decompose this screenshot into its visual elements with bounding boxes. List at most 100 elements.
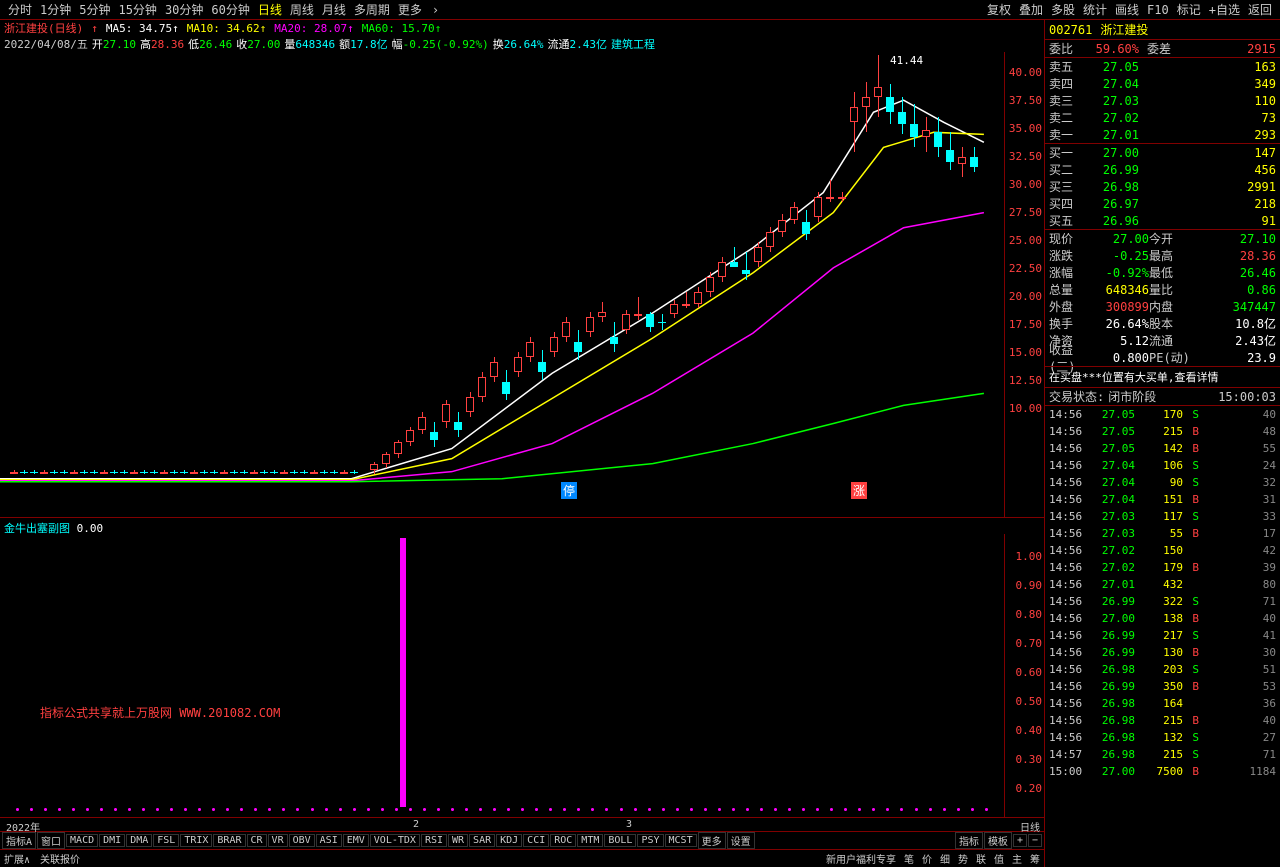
- bottom-button[interactable]: 主: [1012, 855, 1022, 866]
- tick-row: 14:5627.05142B55: [1045, 440, 1280, 457]
- toolbar-button[interactable]: 画线: [1111, 3, 1143, 17]
- timeframe-button[interactable]: 更多: [394, 3, 426, 17]
- bottom-button[interactable]: 值: [994, 855, 1004, 866]
- amount-field: 额17.8亿: [339, 36, 388, 52]
- stock-title[interactable]: 002761 浙江建投: [1045, 20, 1280, 40]
- indicator-button[interactable]: 窗口: [37, 832, 65, 849]
- indicator-button[interactable]: DMI: [99, 834, 125, 847]
- settings-button[interactable]: 设置: [727, 832, 755, 849]
- bottom-button[interactable]: 笔: [904, 855, 914, 866]
- summary-row: 涨跌-0.25最高28.36: [1045, 247, 1280, 264]
- toolbar-button[interactable]: 多股: [1047, 3, 1079, 17]
- timeframe-button[interactable]: 5分钟: [75, 3, 114, 17]
- indicator-button[interactable]: BRAR: [213, 834, 245, 847]
- indicator-button[interactable]: 模板: [984, 832, 1012, 849]
- timeframe-button[interactable]: 15分钟: [114, 3, 160, 17]
- indicator-button[interactable]: EMV: [343, 834, 369, 847]
- indicator-button[interactable]: MCST: [665, 834, 697, 847]
- sub-canvas[interactable]: 指标公式共享就上万股网 WWW.201082.COM 1.000.900.800…: [0, 534, 1044, 817]
- toolbar-button[interactable]: +自选: [1205, 3, 1244, 17]
- order-row[interactable]: 卖二27.0273: [1045, 109, 1280, 126]
- y-axis-label: 17.50: [1009, 318, 1042, 331]
- y-axis-label: 20.00: [1009, 290, 1042, 303]
- timeframe-button[interactable]: 30分钟: [161, 3, 207, 17]
- y-axis-label: 22.50: [1009, 262, 1042, 275]
- indicator-button[interactable]: WR: [448, 834, 468, 847]
- candlestick-canvas[interactable]: 41.44 停 涨: [0, 52, 1004, 517]
- order-row[interactable]: 买五26.9691: [1045, 212, 1280, 229]
- toolbar-button[interactable]: 标记: [1173, 3, 1205, 17]
- order-row[interactable]: 买一27.00147: [1045, 144, 1280, 161]
- toolbar-button[interactable]: F10: [1143, 3, 1173, 17]
- tick-row: 14:5627.02179B39: [1045, 559, 1280, 576]
- indicator-button[interactable]: PSY: [637, 834, 663, 847]
- indicator-button[interactable]: +: [1013, 834, 1027, 847]
- tick-list[interactable]: 14:5627.05170S4014:5627.05215B4814:5627.…: [1045, 406, 1280, 867]
- indicator-button[interactable]: CR: [247, 834, 267, 847]
- bottom-button[interactable]: 扩展∧: [4, 855, 30, 866]
- indicator-button[interactable]: 指标A: [2, 832, 36, 849]
- summary-row: 收益(三)0.800PE(动)23.9: [1045, 349, 1280, 366]
- toolbar-button[interactable]: 统计: [1079, 3, 1111, 17]
- timeframe-button[interactable]: 月线: [318, 3, 350, 17]
- order-row[interactable]: 卖五27.05163: [1045, 58, 1280, 75]
- timeframe-button[interactable]: 周线: [286, 3, 318, 17]
- bottom-button[interactable]: 新用户福利专享: [826, 855, 896, 866]
- stock-name: 浙江建投: [1100, 21, 1148, 38]
- float-field: 流通2.43亿: [547, 36, 607, 52]
- summary-row: 总量648346量比0.86: [1045, 281, 1280, 298]
- indicator-button[interactable]: ASI: [316, 834, 342, 847]
- tick-row: 14:5627.0355B17: [1045, 525, 1280, 542]
- indicator-button[interactable]: VOL-TDX: [370, 834, 420, 847]
- bottom-button[interactable]: 势: [958, 855, 968, 866]
- indicator-button[interactable]: KDJ: [496, 834, 522, 847]
- timeframe-button[interactable]: 多周期: [350, 3, 394, 17]
- sub-indicator-chart[interactable]: 金牛出塞副图 0.00 指标公式共享就上万股网 WWW.201082.COM 1…: [0, 517, 1044, 817]
- y-axis-label: 37.50: [1009, 94, 1042, 107]
- order-row[interactable]: 买四26.97218: [1045, 195, 1280, 212]
- indicator-button[interactable]: MTM: [577, 834, 603, 847]
- indicator-button[interactable]: FSL: [153, 834, 179, 847]
- indicator-button[interactable]: VR: [268, 834, 288, 847]
- timeframe-button[interactable]: 60分钟: [207, 3, 253, 17]
- indicator-button[interactable]: TRIX: [180, 834, 212, 847]
- bottom-button[interactable]: 筹: [1030, 855, 1040, 866]
- sub-axis: 1.000.900.800.700.600.500.400.300.20: [1004, 534, 1044, 817]
- toolbar-button[interactable]: 复权: [983, 3, 1015, 17]
- indicator-button[interactable]: 指标: [955, 832, 983, 849]
- timeframe-button[interactable]: 1分钟: [36, 3, 75, 17]
- y-axis-label: 35.00: [1009, 122, 1042, 135]
- y-axis-label: 40.00: [1009, 66, 1042, 79]
- ma5-label: MA5: 34.75↑: [106, 22, 179, 35]
- bottom-button[interactable]: 价: [922, 855, 932, 866]
- message-line[interactable]: 在买盘***位置有大买单,查看详情: [1045, 366, 1280, 388]
- tick-row: 14:5626.9816436: [1045, 695, 1280, 712]
- indicator-button[interactable]: DMA: [126, 834, 152, 847]
- more-icon[interactable]: ›: [428, 3, 443, 17]
- indicator-button[interactable]: SAR: [469, 834, 495, 847]
- order-row[interactable]: 卖四27.04349: [1045, 75, 1280, 92]
- indicator-button[interactable]: OBV: [289, 834, 315, 847]
- toolbar-button[interactable]: 返回: [1244, 3, 1276, 17]
- indicator-button[interactable]: ROC: [550, 834, 576, 847]
- order-row[interactable]: 买三26.982991: [1045, 178, 1280, 195]
- tick-row: 14:5626.98215B40: [1045, 712, 1280, 729]
- main-chart[interactable]: 41.44 停 涨 40.0037.5035.0032.5030.0027.50…: [0, 52, 1044, 517]
- timeframe-button[interactable]: 分时: [4, 3, 36, 17]
- indicator-button[interactable]: RSI: [421, 834, 447, 847]
- indicator-button[interactable]: −: [1028, 834, 1042, 847]
- timeframe-button[interactable]: 日线: [254, 3, 286, 17]
- y-axis-label: 10.00: [1009, 402, 1042, 415]
- indicator-button[interactable]: MACD: [66, 834, 98, 847]
- toolbar-button[interactable]: 叠加: [1015, 3, 1047, 17]
- bottom-button[interactable]: 联: [976, 855, 986, 866]
- indicator-button[interactable]: BOLL: [604, 834, 636, 847]
- order-row[interactable]: 卖三27.03110: [1045, 92, 1280, 109]
- order-row[interactable]: 买二26.99456: [1045, 161, 1280, 178]
- indicator-button[interactable]: 更多: [698, 832, 726, 849]
- bottom-bar: 扩展∧ 关联报价 新用户福利专享笔价细势联值主筹: [0, 849, 1044, 867]
- bottom-button[interactable]: 细: [940, 855, 950, 866]
- order-row[interactable]: 卖一27.01293: [1045, 126, 1280, 143]
- bottom-button[interactable]: 关联报价: [40, 855, 80, 866]
- indicator-button[interactable]: CCI: [523, 834, 549, 847]
